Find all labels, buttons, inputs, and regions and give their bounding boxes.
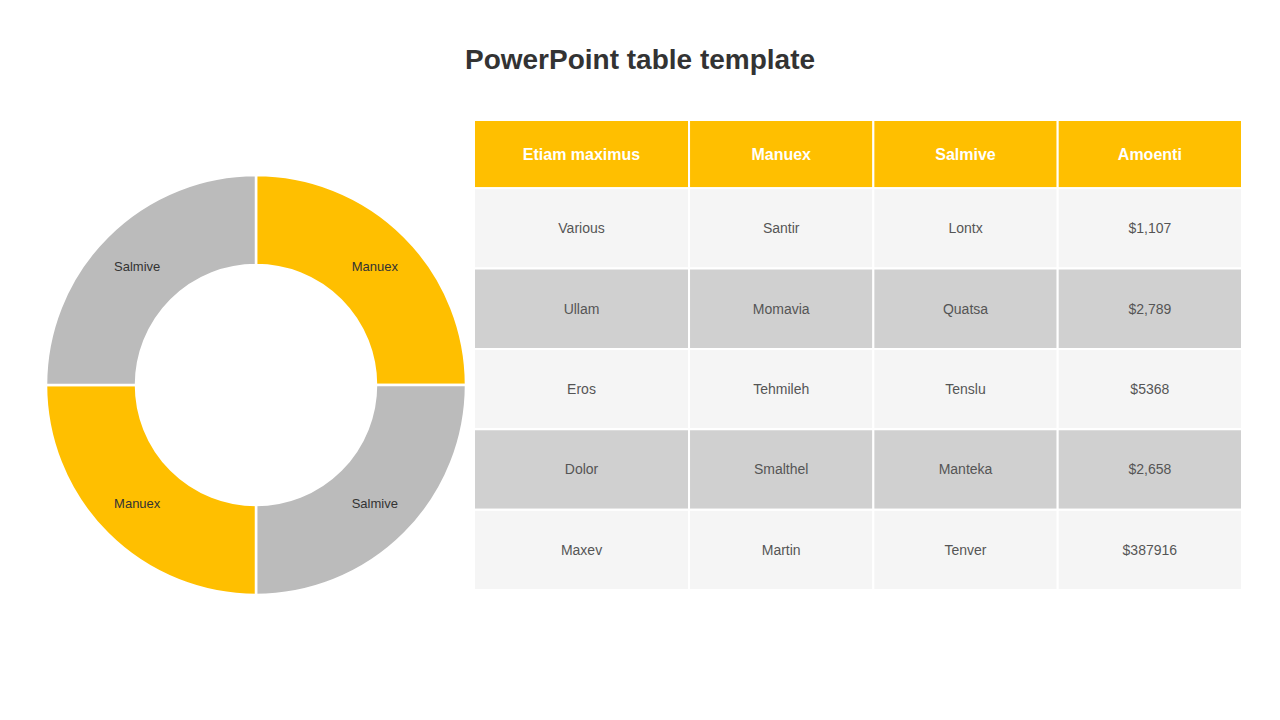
svg-text:Ullam: Ullam bbox=[564, 301, 600, 317]
svg-text:Etiam maximus: Etiam maximus bbox=[523, 146, 640, 163]
svg-text:Quatsa: Quatsa bbox=[943, 301, 988, 317]
svg-text:Martin: Martin bbox=[762, 542, 801, 558]
svg-text:Manuex: Manuex bbox=[751, 146, 811, 163]
svg-text:PowerPoint table template: PowerPoint table template bbox=[465, 44, 815, 75]
svg-text:Salmive: Salmive bbox=[114, 259, 160, 274]
svg-text:Maxev: Maxev bbox=[561, 542, 602, 558]
svg-text:Eros: Eros bbox=[567, 381, 596, 397]
svg-text:Tenver: Tenver bbox=[945, 542, 987, 558]
svg-text:Amoenti: Amoenti bbox=[1118, 146, 1182, 163]
svg-text:Tenslu: Tenslu bbox=[945, 381, 985, 397]
svg-text:Momavia: Momavia bbox=[753, 301, 810, 317]
svg-text:$387916: $387916 bbox=[1123, 542, 1178, 558]
svg-text:$5368: $5368 bbox=[1130, 381, 1169, 397]
svg-text:Manteka: Manteka bbox=[939, 461, 993, 477]
svg-text:$2,658: $2,658 bbox=[1128, 461, 1171, 477]
svg-text:$2,789: $2,789 bbox=[1128, 301, 1171, 317]
svg-text:Lontx: Lontx bbox=[948, 220, 982, 236]
svg-text:Salmive: Salmive bbox=[935, 146, 996, 163]
svg-text:Dolor: Dolor bbox=[565, 461, 599, 477]
svg-text:Smalthel: Smalthel bbox=[754, 461, 808, 477]
svg-text:Salmive: Salmive bbox=[352, 496, 398, 511]
svg-text:Manuex: Manuex bbox=[352, 259, 399, 274]
svg-text:Santir: Santir bbox=[763, 220, 800, 236]
svg-text:$1,107: $1,107 bbox=[1128, 220, 1171, 236]
svg-text:Manuex: Manuex bbox=[114, 496, 161, 511]
svg-text:Various: Various bbox=[558, 220, 604, 236]
svg-text:Tehmileh: Tehmileh bbox=[753, 381, 809, 397]
